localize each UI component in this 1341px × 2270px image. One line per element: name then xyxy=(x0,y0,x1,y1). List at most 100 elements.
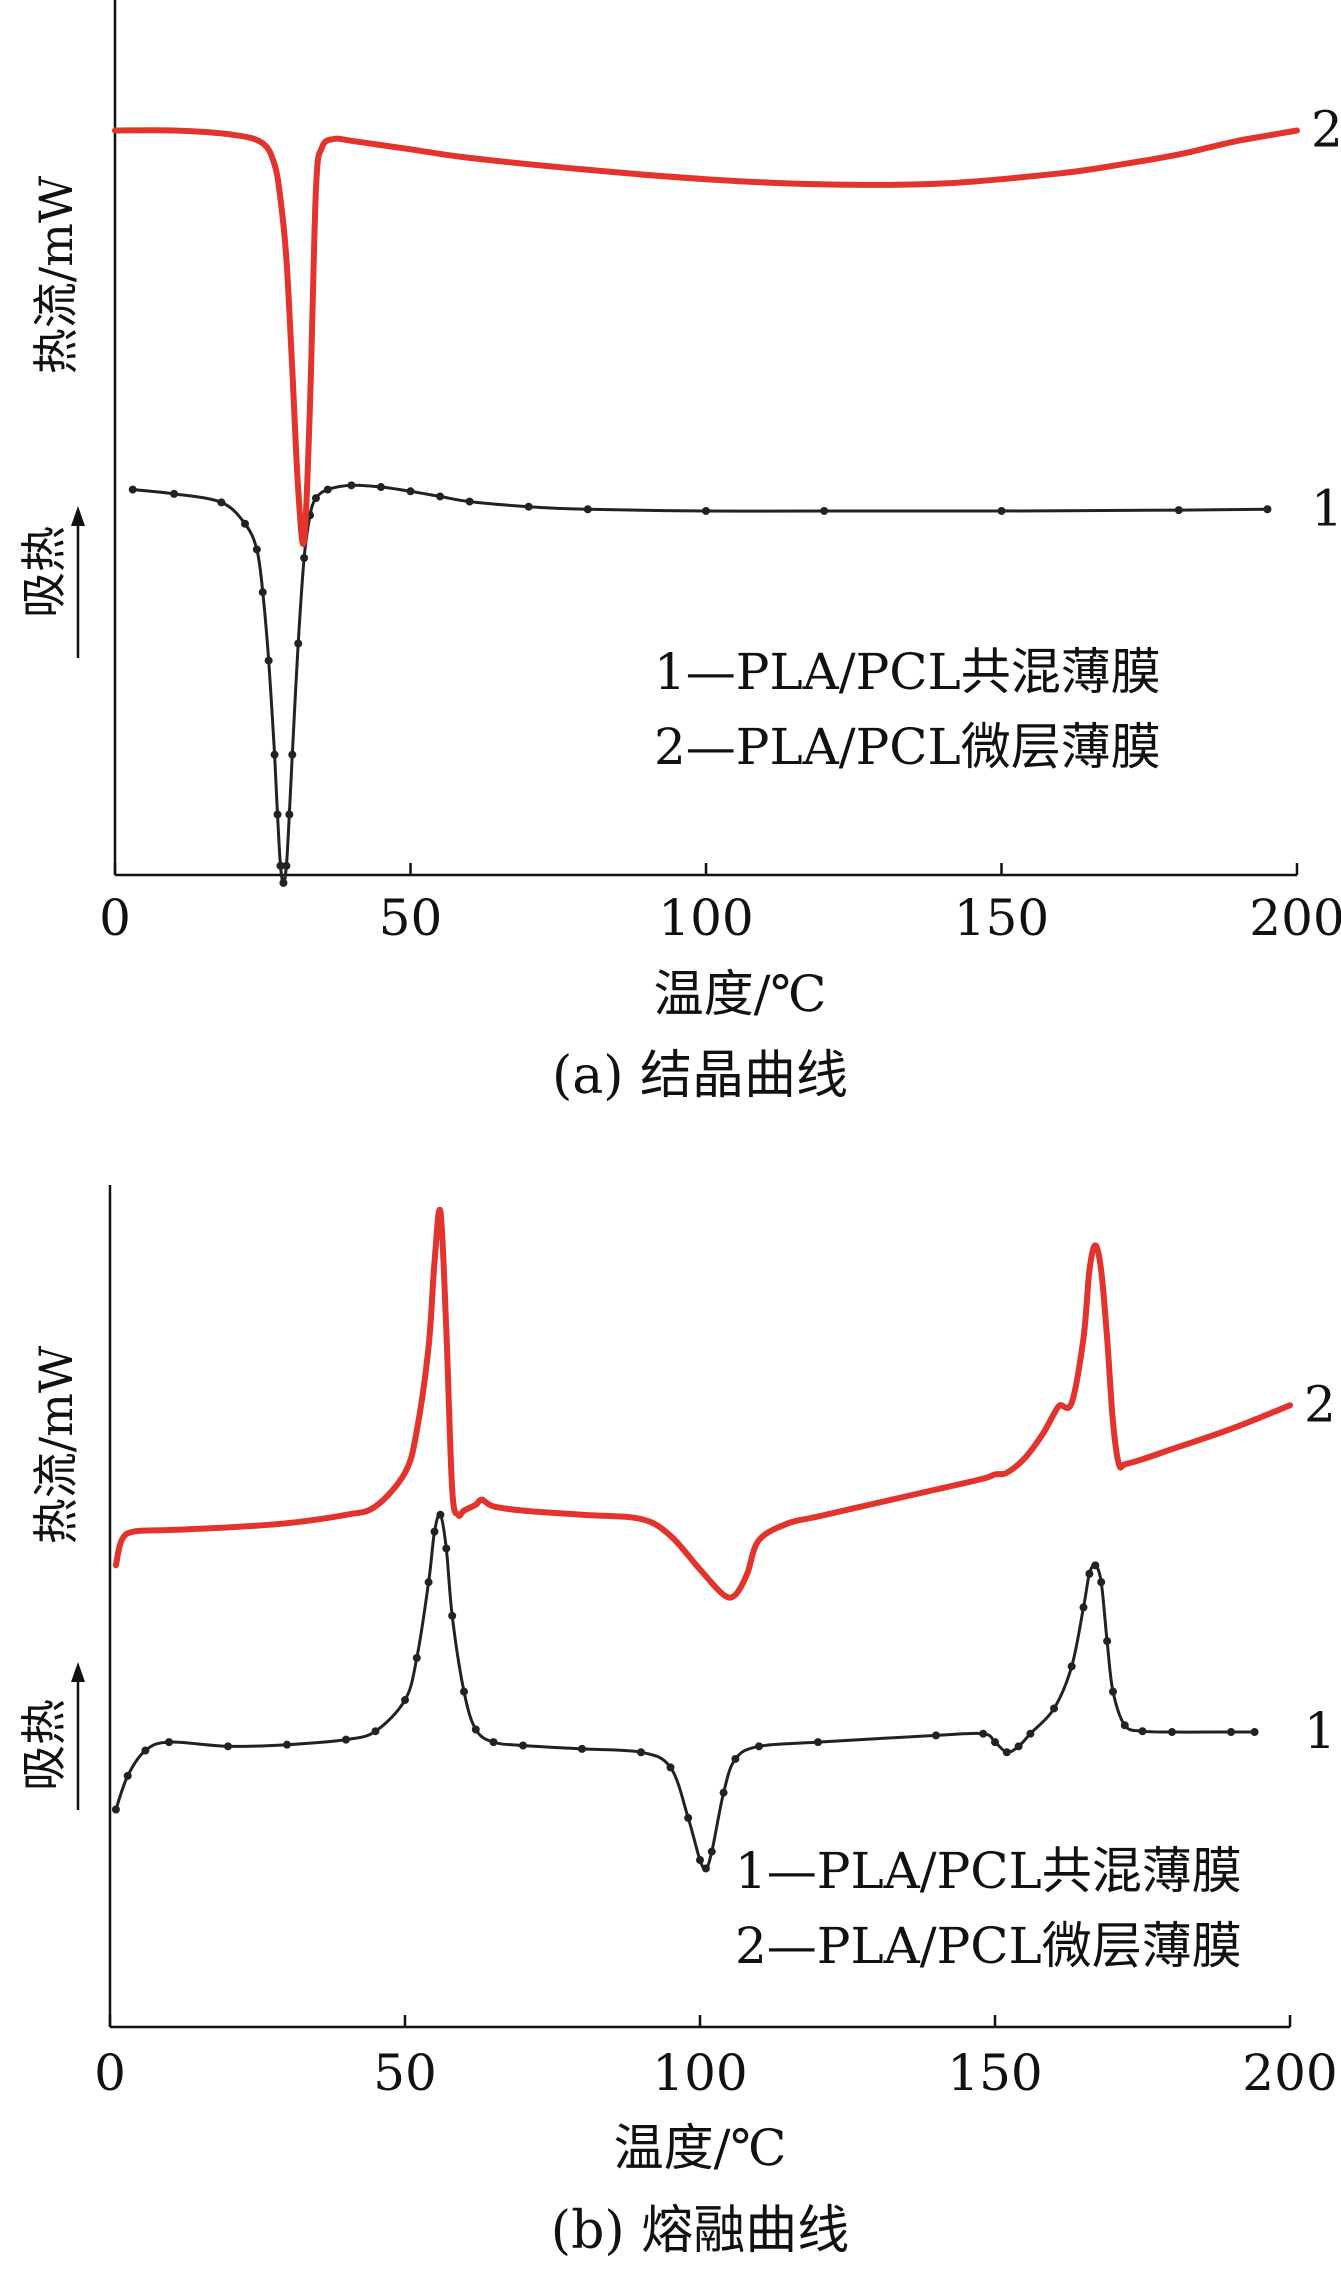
series-1-point xyxy=(252,545,261,554)
series-1-point xyxy=(442,1544,451,1553)
series-1-point xyxy=(719,1788,728,1797)
series-1-point xyxy=(932,1731,940,1740)
panel-caption: (a) 结晶曲线 xyxy=(552,1046,848,1106)
series-1-point xyxy=(264,656,273,665)
x-tick-layer: 0 50 100 150 200 xyxy=(94,2015,1338,2102)
endotherm-arrow xyxy=(71,1662,85,1810)
series-1-point xyxy=(323,485,332,494)
series-1-point xyxy=(376,483,385,492)
series-1-point xyxy=(583,505,592,514)
series-1-point xyxy=(707,1847,716,1856)
series-end-label: 1 xyxy=(1311,479,1341,537)
series-label-layer: 12 xyxy=(1304,1375,1336,1760)
series-1-point xyxy=(1026,1729,1035,1738)
series-1-point xyxy=(489,1738,498,1747)
x-tick-label: 50 xyxy=(373,2044,437,2102)
series-1-point xyxy=(1085,1569,1094,1578)
series-1-point xyxy=(1227,1728,1235,1737)
series-1-point xyxy=(448,1611,457,1620)
series-1-point xyxy=(519,1741,527,1750)
series-1-point xyxy=(273,810,282,819)
series-1-point xyxy=(285,810,294,819)
series-1-point xyxy=(578,1744,586,1753)
series-1-point xyxy=(696,1856,704,1865)
y-axis-label: 热流/mW xyxy=(29,175,83,374)
series-1-point xyxy=(1250,1728,1259,1737)
series-1-point xyxy=(1079,1603,1088,1612)
legend-entry-2: 2—PLA/PCL微层薄膜 xyxy=(654,718,1161,776)
series-1-point xyxy=(1263,505,1272,514)
x-tick-label: 50 xyxy=(379,889,443,947)
legend-entry-1: 1—PLA/PCL共混薄膜 xyxy=(654,643,1161,701)
series-1-point xyxy=(1014,1742,1023,1751)
series-1-point xyxy=(311,494,320,503)
series-1-point xyxy=(283,1740,291,1749)
series-layer xyxy=(112,127,1300,887)
series-end-label: 1 xyxy=(1304,1702,1336,1760)
series-end-label: 2 xyxy=(1311,101,1341,159)
series-2-line xyxy=(112,1206,1293,1601)
series-1-point xyxy=(991,1738,999,1747)
series-1-point xyxy=(424,1578,433,1587)
series-1-point xyxy=(637,1748,645,1757)
series-1-point xyxy=(224,1742,232,1751)
series-1-point xyxy=(401,1696,409,1705)
series-1-point xyxy=(276,861,285,870)
series-1-point xyxy=(217,498,226,507)
series-layer xyxy=(111,1206,1293,1873)
series-1-point xyxy=(1050,1704,1058,1713)
series-1-point xyxy=(1120,1721,1129,1730)
series-1-point xyxy=(1174,506,1183,515)
y-axis-label: 热流/mW xyxy=(29,1345,83,1544)
series-1-point xyxy=(347,481,356,490)
x-tick-layer: 0 50 100 150 200 xyxy=(99,863,1341,947)
series-1-point xyxy=(524,502,533,511)
panel-b-melting: 0 50 100 150 200 12 温度/℃ (b) 熔融曲线 热流/mW 吸热 1… xyxy=(17,1185,1338,2261)
series-1-point xyxy=(471,1725,480,1734)
series-1-point xyxy=(702,506,710,515)
series-1-point xyxy=(412,1653,421,1662)
series-2-line xyxy=(112,127,1300,547)
series-1-point xyxy=(170,489,179,498)
series-1-point xyxy=(1002,1748,1011,1757)
x-axis-label: 温度/℃ xyxy=(654,965,827,1023)
series-1-point xyxy=(300,554,309,562)
series-1-point xyxy=(371,1727,380,1736)
panel-caption: (b) 熔融曲线 xyxy=(551,2201,849,2261)
series-1-point xyxy=(258,588,267,597)
endotherm-label: 吸热 xyxy=(17,526,71,618)
series-1-point xyxy=(684,1813,693,1822)
series-1-point xyxy=(1103,1637,1112,1646)
series-1-point xyxy=(1067,1662,1076,1671)
series-1-point xyxy=(406,487,415,496)
series-1-point xyxy=(141,1746,150,1755)
x-tick-label: 200 xyxy=(1242,2044,1337,2102)
series-1-point xyxy=(123,1771,132,1780)
series-1-point xyxy=(666,1763,675,1772)
legend-entry-2: 2—PLA/PCL微层薄膜 xyxy=(735,1917,1242,1975)
series-1-point xyxy=(270,750,279,759)
series-1-point xyxy=(282,861,291,870)
series-1-point xyxy=(731,1754,740,1763)
series-end-label: 2 xyxy=(1304,1375,1336,1433)
series-label-layer: 12 xyxy=(1311,101,1341,538)
series-1-point xyxy=(1168,1728,1176,1737)
series-1-point xyxy=(979,1729,988,1738)
series-1-point xyxy=(430,1527,439,1536)
series-1-point xyxy=(820,506,829,515)
panel-a-crystallization: 0 50 100 150 200 12 温度/℃ (a) 结晶曲线 热流/mW 吸热 1… xyxy=(17,0,1341,1106)
series-1-point xyxy=(294,639,303,648)
series-1-point xyxy=(279,878,288,887)
series-1-point xyxy=(814,1738,822,1747)
series-1-point xyxy=(701,1864,710,1873)
x-tick-label: 150 xyxy=(947,2044,1042,2102)
series-1-point xyxy=(755,1742,763,1751)
x-tick-label: 100 xyxy=(652,2044,747,2102)
series-1-point xyxy=(1097,1578,1106,1587)
endotherm-label: 吸热 xyxy=(17,1699,71,1791)
legend-entry-1: 1—PLA/PCL共混薄膜 xyxy=(735,1842,1242,1900)
series-1-point xyxy=(1091,1561,1100,1570)
series-1-point xyxy=(288,750,297,759)
x-tick-label: 100 xyxy=(658,889,753,947)
